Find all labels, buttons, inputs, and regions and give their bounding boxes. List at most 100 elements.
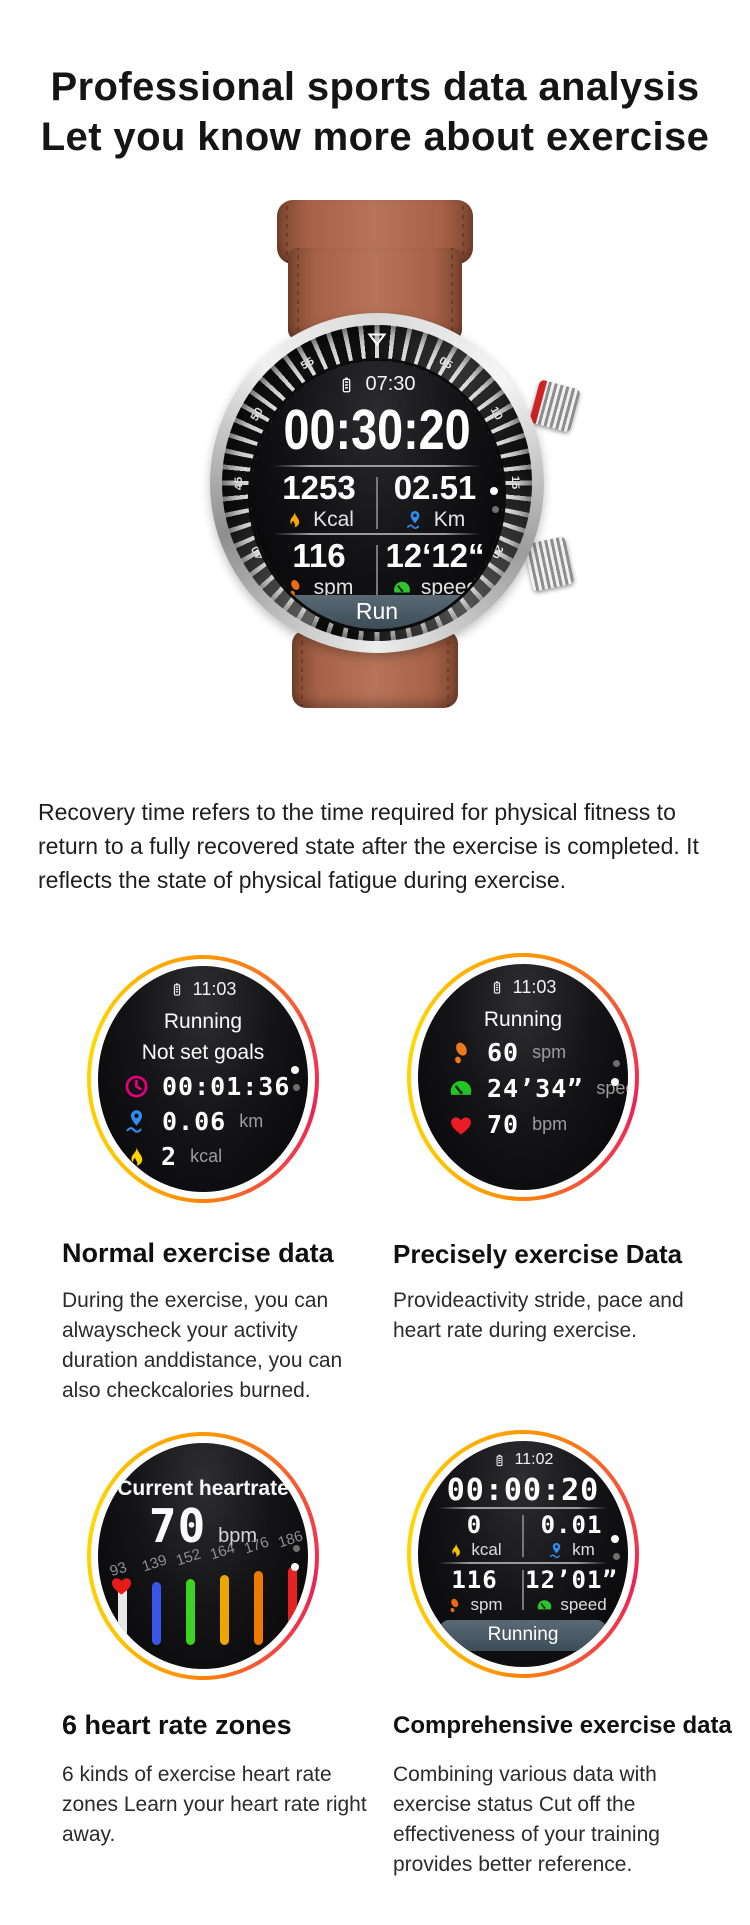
pace-unit: speed <box>596 1078 628 1098</box>
distance-unit: km <box>239 1111 264 1131</box>
paragraph-heart-zones: 6 kinds of exercise heart rate zones Lea… <box>62 1763 367 1846</box>
zone-bar <box>186 1579 195 1645</box>
watch-face-comprehensive: 11:02 00:00:20 0 kcal 0.01 km <box>418 1441 628 1667</box>
stride-unit: spm <box>470 1595 503 1614</box>
stride-value: 116 <box>292 537 346 574</box>
paragraph-comprehensive: Combining various data with exercise sta… <box>393 1763 660 1876</box>
distance-row: 0.06 km <box>124 1107 263 1136</box>
stride-value: 116 <box>451 1566 498 1594</box>
goal-label: Not set goals <box>141 1041 265 1064</box>
bezel-triangle-marker <box>367 333 387 347</box>
battery-icon <box>493 1452 506 1469</box>
paragraph-precise-data: Provideactivity stride, pace and heart r… <box>393 1289 684 1342</box>
crown-red-band <box>529 379 548 424</box>
watch-screen-comprehensive: 11:02 00:00:20 0 kcal 0.01 km <box>407 1430 639 1678</box>
watch-screen-precise: 11:03 Running 60 spm 24’34” speed 70 bpm <box>407 953 639 1201</box>
divider <box>438 1562 608 1564</box>
divider <box>273 533 481 535</box>
heart-rate-title: Current heartrate <box>117 1477 289 1500</box>
watch-face-normal: 11:03 Running Not set goals 00:01:36 0.0… <box>98 966 308 1192</box>
duration-row: 00:01:36 <box>124 1072 290 1101</box>
page-dot <box>613 1060 620 1067</box>
hero-watch: 05 10 15 20 25 30 35 40 45 50 55 07:30 0… <box>0 196 750 716</box>
watch-screen-normal: 11:03 Running Not set goals 00:01:36 0.0… <box>87 955 319 1203</box>
workout-duration: 00:00:20 <box>446 1473 600 1508</box>
stride-label-row: spm <box>426 1594 523 1616</box>
metrics-row-1: 0 kcal 0.01 km <box>426 1512 620 1561</box>
status-time: 07:30 <box>365 373 416 395</box>
zone-bar <box>254 1571 263 1645</box>
speed-label-row: speed <box>377 576 493 600</box>
metrics-row-2: 116 spm 12’01” speed <box>426 1567 620 1616</box>
zone-bar <box>118 1583 127 1643</box>
page-title-line2: Let you know more about exercise <box>40 115 710 159</box>
stride-value: 60 <box>487 1038 520 1067</box>
stride-unit: spm <box>532 1042 567 1062</box>
page-dot-active <box>291 1066 299 1074</box>
status-bar: 11:03 <box>98 979 308 1000</box>
zone-label: 139 <box>139 1551 170 1576</box>
calories-value: 2 <box>161 1142 178 1171</box>
divider <box>438 1507 608 1509</box>
running-button[interactable]: Running <box>440 1620 606 1651</box>
zone-bar <box>152 1582 161 1645</box>
distance-label-row: km <box>523 1539 620 1561</box>
distance-unit: km <box>572 1540 595 1559</box>
gauge-icon <box>448 1076 474 1102</box>
flame-icon <box>284 510 304 530</box>
calories-unit: Kcal <box>313 508 354 531</box>
status-bar: 11:02 <box>418 1451 628 1469</box>
divider <box>273 465 481 467</box>
distance-unit: Km <box>433 508 466 531</box>
page-dot-active <box>291 1563 299 1571</box>
metric-distance: 0.01 km <box>523 1512 620 1561</box>
paragraph-normal-data: During the exercise, you can alwayscheck… <box>62 1289 343 1402</box>
heart-icon <box>109 1573 134 1598</box>
heading-heart-zones: 6 heart rate zones <box>62 1710 292 1740</box>
metrics-row-2: 116 spm 12‘12“ speed <box>261 539 493 600</box>
metrics-row-1: 1253 Kcal 02.51 Km <box>261 471 493 532</box>
page-dot <box>613 1553 620 1560</box>
calories-unit: kcal <box>190 1146 223 1166</box>
calories-label-row: kcal <box>426 1539 523 1561</box>
speed-value: 12’01” <box>525 1566 618 1594</box>
heart-rate-row: 70 bpm <box>448 1110 567 1139</box>
watch-crown-upper[interactable] <box>529 379 581 433</box>
run-button[interactable]: Run <box>285 595 469 629</box>
footprint-icon <box>446 1597 463 1614</box>
zone-bar <box>288 1567 297 1645</box>
bezel-number: 45 <box>233 475 245 491</box>
battery-icon <box>490 978 504 997</box>
page-title: Professional sports data analysis Let yo… <box>0 62 750 162</box>
calories-value: 1253 <box>282 469 356 506</box>
metric-distance: 02.51 Km <box>377 471 493 532</box>
status-time: 11:02 <box>514 1451 554 1468</box>
metric-stride: 116 spm <box>426 1567 523 1616</box>
route-pin-icon <box>124 1109 149 1134</box>
heading-comprehensive: Comprehensive exercise data <box>393 1712 732 1739</box>
divider-vertical <box>522 1570 524 1610</box>
status-bar: 11:03 <box>418 977 628 998</box>
page-dot <box>293 1084 300 1091</box>
divider-vertical <box>376 477 378 529</box>
divider-vertical <box>522 1515 524 1557</box>
heart-rate-unit: bpm <box>532 1114 568 1134</box>
mode-label: Running <box>163 1010 243 1033</box>
route-pin-icon <box>405 510 425 530</box>
page-title-line1: Professional sports data analysis <box>50 65 700 109</box>
pace-value: 24’34” <box>487 1074 584 1103</box>
page-dot <box>492 506 499 513</box>
calories-row: 2 kcal <box>124 1142 222 1171</box>
workout-duration: 00:30:20 <box>283 398 471 462</box>
speed-value: 12‘12“ <box>385 537 485 574</box>
metric-speed: 12’01” speed <box>523 1567 620 1616</box>
speed-unit: speed <box>420 576 479 599</box>
calories-unit: kcal <box>471 1540 502 1559</box>
stride-row: 60 spm <box>448 1038 566 1067</box>
heart-rate-value: 70 <box>487 1110 520 1139</box>
bezel-number: 55 <box>298 354 318 373</box>
page-dot-active <box>611 1078 619 1086</box>
flame-icon <box>447 1542 464 1559</box>
page-dot-active <box>490 487 498 495</box>
page-dot-active <box>611 1535 619 1543</box>
